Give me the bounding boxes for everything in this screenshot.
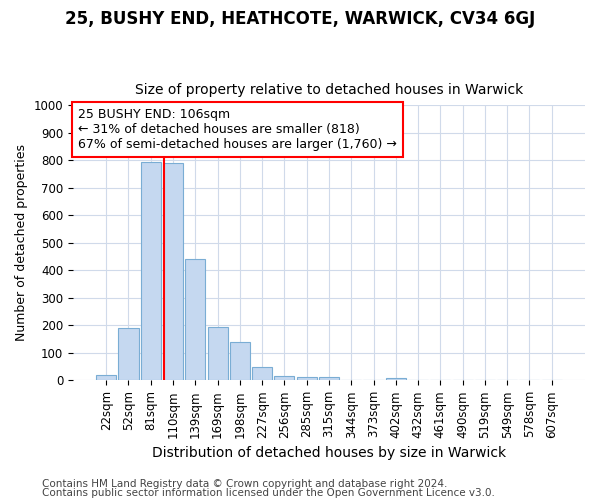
Text: 25 BUSHY END: 106sqm
← 31% of detached houses are smaller (818)
67% of semi-deta: 25 BUSHY END: 106sqm ← 31% of detached h… xyxy=(78,108,397,151)
Bar xyxy=(386,378,406,380)
Bar xyxy=(208,326,227,380)
Title: Size of property relative to detached houses in Warwick: Size of property relative to detached ho… xyxy=(135,83,523,97)
Bar xyxy=(230,342,250,380)
Text: Contains public sector information licensed under the Open Government Licence v3: Contains public sector information licen… xyxy=(42,488,495,498)
Text: Contains HM Land Registry data © Crown copyright and database right 2024.: Contains HM Land Registry data © Crown c… xyxy=(42,479,448,489)
Bar xyxy=(163,163,183,380)
Bar xyxy=(274,376,295,380)
Bar xyxy=(296,377,317,380)
X-axis label: Distribution of detached houses by size in Warwick: Distribution of detached houses by size … xyxy=(152,446,506,460)
Bar xyxy=(141,162,161,380)
Text: 25, BUSHY END, HEATHCOTE, WARWICK, CV34 6GJ: 25, BUSHY END, HEATHCOTE, WARWICK, CV34 … xyxy=(65,10,535,28)
Y-axis label: Number of detached properties: Number of detached properties xyxy=(15,144,28,341)
Bar xyxy=(252,366,272,380)
Bar xyxy=(185,259,205,380)
Bar xyxy=(96,375,116,380)
Bar xyxy=(319,377,339,380)
Bar xyxy=(118,328,139,380)
